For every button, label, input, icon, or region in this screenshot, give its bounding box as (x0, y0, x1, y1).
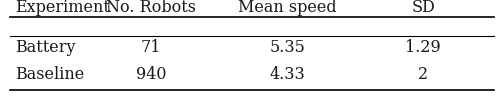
Text: 2: 2 (418, 66, 428, 83)
Text: 4.33: 4.33 (270, 66, 305, 83)
Text: Experiment: Experiment (15, 0, 110, 16)
Text: SD: SD (411, 0, 435, 16)
Text: No. Robots: No. Robots (106, 0, 196, 16)
Text: 940: 940 (136, 66, 166, 83)
Text: 1.29: 1.29 (406, 39, 441, 57)
Text: Baseline: Baseline (15, 66, 84, 83)
Text: 5.35: 5.35 (269, 39, 305, 57)
Text: 71: 71 (141, 39, 161, 57)
Text: Battery: Battery (15, 39, 76, 57)
Text: Mean speed: Mean speed (238, 0, 337, 16)
